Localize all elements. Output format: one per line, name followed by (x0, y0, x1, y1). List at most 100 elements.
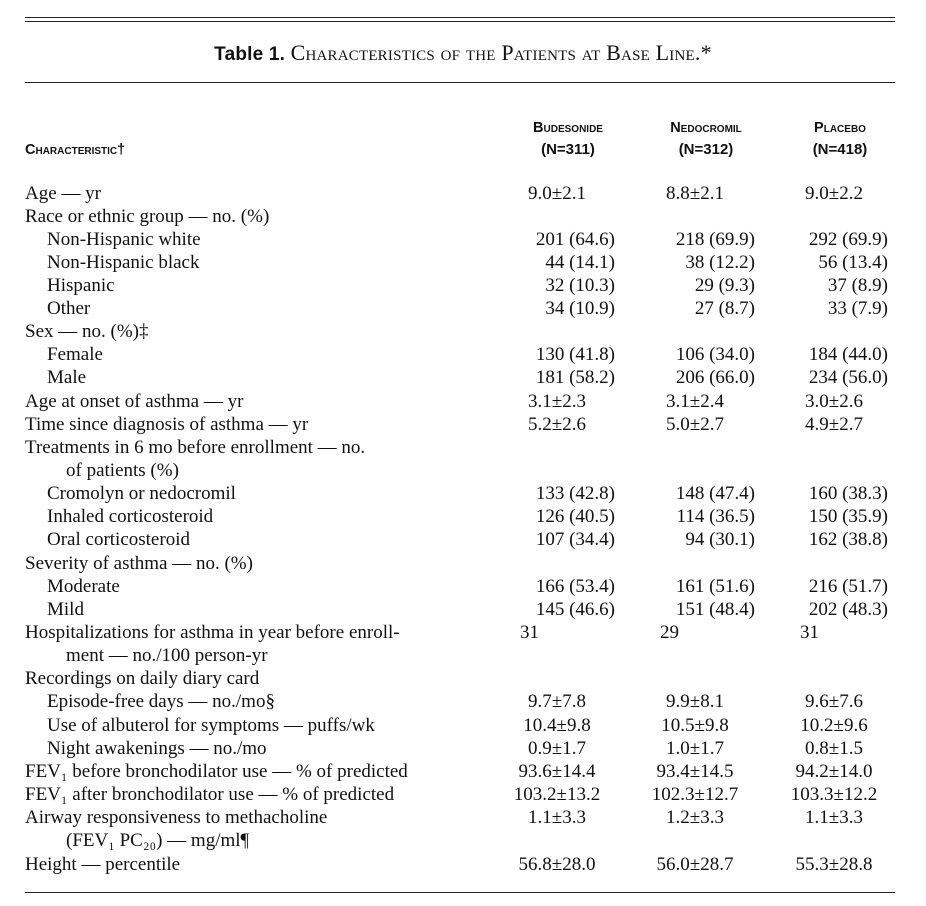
row-label: FEV₁ before bronchodilator use — % of pr… (25, 761, 408, 782)
placebo-label: Placebo (814, 120, 866, 136)
placebo-value: 292 (69.9) (808, 229, 888, 250)
table-row: Race or ethnic group — no. (%) (0, 205, 926, 228)
table-row: Hispanic 32 (10.3) 29 (9.3) 37 (8.9) (0, 274, 926, 297)
title-rule (25, 82, 895, 83)
row-label: Hispanic (47, 275, 115, 296)
budesonide-value: 5.2±2.6 (528, 414, 586, 435)
table-row: Oral corticosteroid 107 (34.4) 94 (30.1) 16… (0, 528, 926, 551)
budesonide-value: 107 (34.4) (535, 529, 615, 550)
row-label: Recordings on daily diary card (25, 668, 260, 689)
table-row: of patients (%) (0, 459, 926, 482)
nedocromil-value: 38 (12.2) (685, 252, 755, 273)
table-caption: Characteristics of the Patients at Base … (290, 40, 712, 65)
top-rule (25, 17, 895, 18)
budesonide-value: 56.8±28.0 (518, 854, 596, 875)
row-label: Use of albuterol for symptoms — puffs/wk (47, 715, 375, 736)
nedocromil-value: 206 (66.0) (675, 367, 755, 388)
placebo-n: (N=418) (812, 141, 868, 158)
placebo-value: 1.1±3.3 (805, 807, 863, 828)
budesonide-value: 93.6±14.4 (518, 761, 596, 782)
placebo-value: 4.9±2.7 (805, 414, 863, 435)
row-label: Moderate (47, 576, 120, 597)
row-label: Oral corticosteroid (47, 529, 190, 550)
column-header-budesonide: Budesonide (N=311) (498, 117, 638, 161)
table-row: Non-Hispanic white 201 (64.6) 218 (69.9) 29… (0, 228, 926, 251)
column-header-nedocromil: Nedocromil (N=312) (636, 117, 776, 161)
placebo-value: 202 (48.3) (808, 599, 888, 620)
table-row: Episode-free days — no./mo§ 9.7±7.8 9.9±8.… (0, 690, 926, 713)
row-label: Non-Hispanic black (47, 252, 200, 273)
placebo-value: 94.2±14.0 (795, 761, 873, 782)
table-row: Hospitalizations for asthma in year befo… (0, 621, 926, 644)
row-label: FEV₁ after bronchodilator use — % of pre… (25, 784, 395, 805)
budesonide-value: 9.0±2.1 (528, 183, 586, 204)
nedocromil-value: 29 (660, 622, 679, 643)
placebo-value: 234 (56.0) (808, 367, 888, 388)
nedocromil-value: 1.0±1.7 (666, 738, 724, 759)
placebo-value: 31 (800, 622, 819, 643)
row-label: Height — percentile (25, 854, 181, 875)
budesonide-value: 3.1±2.3 (528, 391, 586, 412)
placebo-value: 3.0±2.6 (805, 391, 863, 412)
table-row: Inhaled corticosteroid 126 (40.5) 114 (36.… (0, 505, 926, 528)
row-label: Treatments in 6 mo before enrollment — n… (25, 437, 366, 458)
nedocromil-n: (N=312) (678, 141, 734, 158)
nedocromil-label: Nedocromil (670, 120, 742, 136)
budesonide-value: 126 (40.5) (535, 506, 615, 527)
budesonide-value: 10.4±9.8 (523, 715, 591, 736)
top-rule-double (25, 21, 895, 22)
nedocromil-value: 29 (9.3) (694, 275, 755, 296)
table-row: Other 34 (10.9) 27 (8.7) 33 (7.9) (0, 297, 926, 320)
row-label: Episode-free days — no./mo§ (47, 691, 275, 712)
nedocromil-value: 218 (69.9) (675, 229, 755, 250)
table-row: Mild 145 (46.6) 151 (48.4) 202 (48.3) (0, 598, 926, 621)
nedocromil-value: 114 (36.5) (676, 506, 755, 527)
table-title: Table 1. Characteristics of the Patients… (0, 40, 926, 66)
row-label: Male (47, 367, 87, 388)
nedocromil-value: 148 (47.4) (675, 483, 755, 504)
nedocromil-value: 8.8±2.1 (666, 183, 724, 204)
table-row: Age at onset of asthma — yr 3.1±2.3 3.1±2.… (0, 390, 926, 413)
budesonide-value: 201 (64.6) (535, 229, 615, 250)
nedocromil-value: 102.3±12.7 (651, 784, 739, 805)
table-row: Severity of asthma — no. (%) (0, 552, 926, 575)
budesonide-value: 1.1±3.3 (528, 807, 586, 828)
budesonide-value: 9.7±7.8 (528, 691, 586, 712)
budesonide-n: (N=311) (541, 141, 595, 158)
budesonide-value: 181 (58.2) (535, 367, 615, 388)
table-row: Female 130 (41.8) 106 (34.0) 184 (44.0) (0, 343, 926, 366)
table-row: Cromolyn or nedocromil 133 (42.8) 148 (47.… (0, 482, 926, 505)
table-row: Male 181 (58.2) 206 (66.0) 234 (56.0) (0, 366, 926, 389)
row-label: Age — yr (25, 183, 101, 204)
table-row: Non-Hispanic black 44 (14.1) 38 (12.2) 56 (… (0, 251, 926, 274)
row-label: Sex — no. (%)‡ (25, 321, 149, 342)
table-row: Age — yr 9.0±2.1 8.8±2.1 9.0±2.2 (0, 182, 926, 205)
budesonide-value: 0.9±1.7 (528, 738, 586, 759)
row-label: Time since diagnosis of asthma — yr (25, 414, 309, 435)
row-label: Severity of asthma — no. (%) (25, 553, 253, 574)
placebo-value: 56 (13.4) (818, 252, 888, 273)
budesonide-value: 166 (53.4) (535, 576, 615, 597)
budesonide-value: 32 (10.3) (545, 275, 615, 296)
column-header-characteristic: Characteristic† (25, 142, 126, 158)
row-label: (FEV₁ PC₂₀) — mg/ml¶ (66, 830, 250, 851)
table-row: Night awakenings — no./mo 0.9±1.7 1.0±1.7 0… (0, 737, 926, 760)
placebo-value: 9.6±7.6 (805, 691, 863, 712)
budesonide-value: 34 (10.9) (545, 298, 615, 319)
budesonide-value: 133 (42.8) (535, 483, 615, 504)
budesonide-value: 31 (520, 622, 539, 643)
row-label: Airway responsiveness to methacholine (25, 807, 328, 828)
row-label: ment — no./100 person-yr (66, 645, 268, 666)
nedocromil-value: 10.5±9.8 (661, 715, 729, 736)
row-label: Inhaled corticosteroid (47, 506, 214, 527)
row-label: Cromolyn or nedocromil (47, 483, 236, 504)
placebo-value: 150 (35.9) (808, 506, 888, 527)
placebo-value: 33 (7.9) (827, 298, 888, 319)
nedocromil-value: 93.4±14.5 (656, 761, 734, 782)
budesonide-value: 44 (14.1) (545, 252, 615, 273)
table-row: Time since diagnosis of asthma — yr 5.2±2… (0, 413, 926, 436)
table-row: Height — percentile 56.8±28.0 56.0±28.7 55.… (0, 853, 926, 876)
nedocromil-value: 94 (30.1) (685, 529, 755, 550)
row-label: Non-Hispanic white (47, 229, 201, 250)
table-row: FEV₁ before bronchodilator use — % of pr… (0, 760, 926, 783)
